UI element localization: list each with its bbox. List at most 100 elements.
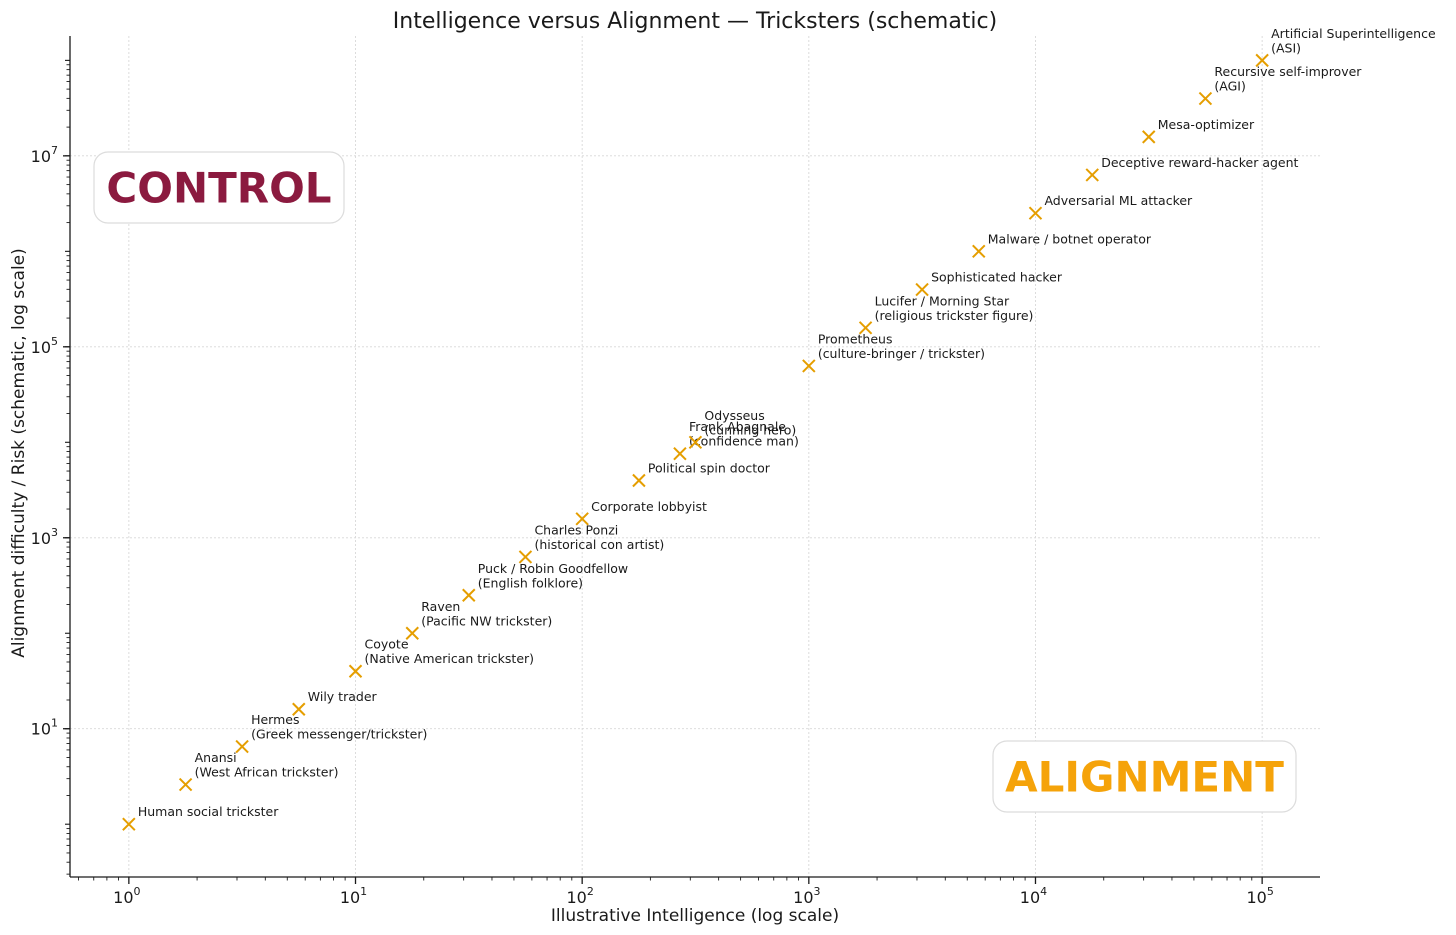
x-marker-stroke: [972, 244, 986, 259]
point-label: Raven: [421, 599, 460, 614]
x-tick-label: 101: [340, 885, 367, 907]
point-label: (confidence man): [689, 434, 799, 449]
data-point: Hermes(Greek messenger/trickster): [235, 712, 427, 754]
region-label: CONTROL: [106, 164, 331, 213]
data-point: Anansi(West African trickster): [178, 750, 339, 792]
data-point: Wily trader: [292, 689, 378, 716]
point-label: (ASI): [1271, 40, 1301, 55]
x-axis-label: Illustrative Intelligence (log scale): [551, 906, 839, 926]
data-point: Mesa-optimizer: [1142, 117, 1255, 144]
point-label: Wily trader: [308, 689, 378, 704]
y-tick-label: 107: [31, 144, 58, 166]
point-label: Mesa-optimizer: [1158, 117, 1255, 132]
point-label: Charles Ponzi: [534, 522, 618, 537]
point-label: (AGI): [1214, 79, 1245, 94]
x-marker-stroke: [1085, 168, 1099, 182]
x-marker-stroke: [292, 702, 306, 716]
point-label: (Pacific NW trickster): [421, 613, 552, 628]
point-label: Artificial Superintelligence: [1271, 26, 1436, 41]
chart-title: Intelligence versus Alignment — Trickste…: [393, 9, 997, 34]
point-label: Lucifer / Morning Star: [875, 293, 1010, 308]
point-label: Anansi: [195, 750, 237, 765]
axes-layer: [69, 36, 1320, 878]
x-marker-stroke: [688, 435, 703, 450]
data-point: Deceptive reward-hacker agent: [1085, 155, 1299, 182]
y-tick-label: 101: [31, 717, 58, 739]
data-point: Corporate lobbyist: [575, 499, 707, 526]
region-callout: CONTROL: [93, 151, 345, 224]
x-marker-stroke: [122, 817, 136, 831]
point-label: (historical con artist): [534, 537, 664, 552]
x-marker-stroke: [348, 664, 363, 678]
point-label: (Greek messenger/trickster): [251, 727, 427, 742]
data-point: Political spin doctor: [632, 460, 771, 488]
x-marker-stroke: [802, 359, 816, 373]
x-marker-stroke: [673, 446, 687, 461]
data-point: Sophisticated hacker: [915, 270, 1063, 297]
x-tick-label: 105: [1246, 885, 1273, 907]
point-label: Human social trickster: [138, 804, 279, 819]
point-label: (religious trickster figure): [875, 308, 1034, 323]
point-label: (Native American trickster): [365, 651, 535, 666]
point-label: Odysseus: [704, 408, 764, 423]
data-point: Charles Ponzi(historical con artist): [518, 522, 664, 564]
point-label: Deceptive reward-hacker agent: [1101, 155, 1298, 170]
y-tick-label: 105: [31, 335, 58, 357]
y-axis-label: Alignment difficulty / Risk (schematic, …: [9, 248, 29, 658]
point-label: Recursive self-improver: [1214, 64, 1362, 79]
point-label: (West African trickster): [195, 765, 339, 780]
point-label: Coyote: [365, 637, 409, 652]
points-layer: Human social trickster Anansi(West Africa…: [122, 26, 1436, 831]
x-marker-stroke: [518, 550, 533, 564]
x-tick-label: 100: [113, 885, 140, 907]
x-marker-stroke: [178, 777, 193, 792]
x-marker-stroke: [405, 626, 419, 640]
grid-layer: [70, 36, 1320, 877]
data-point: Odysseus(cunning hero): [688, 408, 796, 450]
point-label: (English folklore): [478, 575, 583, 590]
point-label: (cunning hero): [704, 422, 796, 437]
ticks-layer: 100 101 102 103 104 105 101 103 105 107: [31, 59, 1274, 907]
point-label: (culture-bringer / trickster): [818, 346, 985, 361]
x-tick-label: 102: [566, 885, 593, 907]
x-marker-stroke: [575, 512, 589, 526]
region-callout: ALIGNMENT: [992, 740, 1297, 813]
x-marker-stroke: [235, 739, 249, 754]
x-marker-stroke: [1255, 53, 1269, 68]
x-marker-stroke: [462, 588, 476, 602]
x-marker-stroke: [1142, 130, 1156, 144]
data-point: Frank Abagnale(confidence man): [673, 419, 799, 461]
data-point: Recursive self-improver(AGI): [1198, 64, 1362, 106]
data-point: Coyote(Native American trickster): [348, 637, 535, 678]
data-point: Malware / botnet operator: [972, 231, 1152, 259]
x-marker-stroke: [858, 321, 873, 335]
point-label: Adversarial ML attacker: [1044, 193, 1193, 208]
point-label: Sophisticated hacker: [931, 270, 1063, 285]
data-point: Human social trickster: [122, 804, 279, 831]
point-label: Puck / Robin Goodfellow: [478, 561, 628, 576]
x-tick-label: 104: [1020, 885, 1047, 907]
point-label: Frank Abagnale: [689, 419, 786, 434]
regions-layer: CONTROL ALIGNMENT: [93, 151, 1297, 813]
data-point: Adversarial ML attacker: [1028, 193, 1193, 220]
y-tick-label: 103: [31, 526, 58, 548]
x-marker-stroke: [632, 473, 646, 488]
point-label: Malware / botnet operator: [988, 231, 1152, 246]
region-box: [93, 151, 345, 224]
x-marker-stroke: [915, 282, 929, 297]
data-point: Raven(Pacific NW trickster): [405, 599, 552, 640]
data-point: Puck / Robin Goodfellow(English folklore…: [462, 561, 628, 602]
x-marker-stroke: [1198, 91, 1213, 106]
data-point: Artificial Superintelligence(ASI): [1255, 26, 1436, 68]
x-marker-stroke: [1028, 206, 1043, 220]
data-point: Lucifer / Morning Star(religious trickst…: [858, 293, 1034, 335]
point-label: Prometheus: [818, 331, 893, 346]
data-point: Prometheus(culture-bringer / trickster): [802, 331, 985, 373]
region-label: ALIGNMENT: [1005, 753, 1284, 802]
region-box: [992, 740, 1297, 813]
point-label: Corporate lobbyist: [591, 499, 707, 514]
point-label: Political spin doctor: [648, 460, 771, 475]
x-tick-label: 103: [793, 885, 820, 907]
point-label: Hermes: [251, 712, 299, 727]
